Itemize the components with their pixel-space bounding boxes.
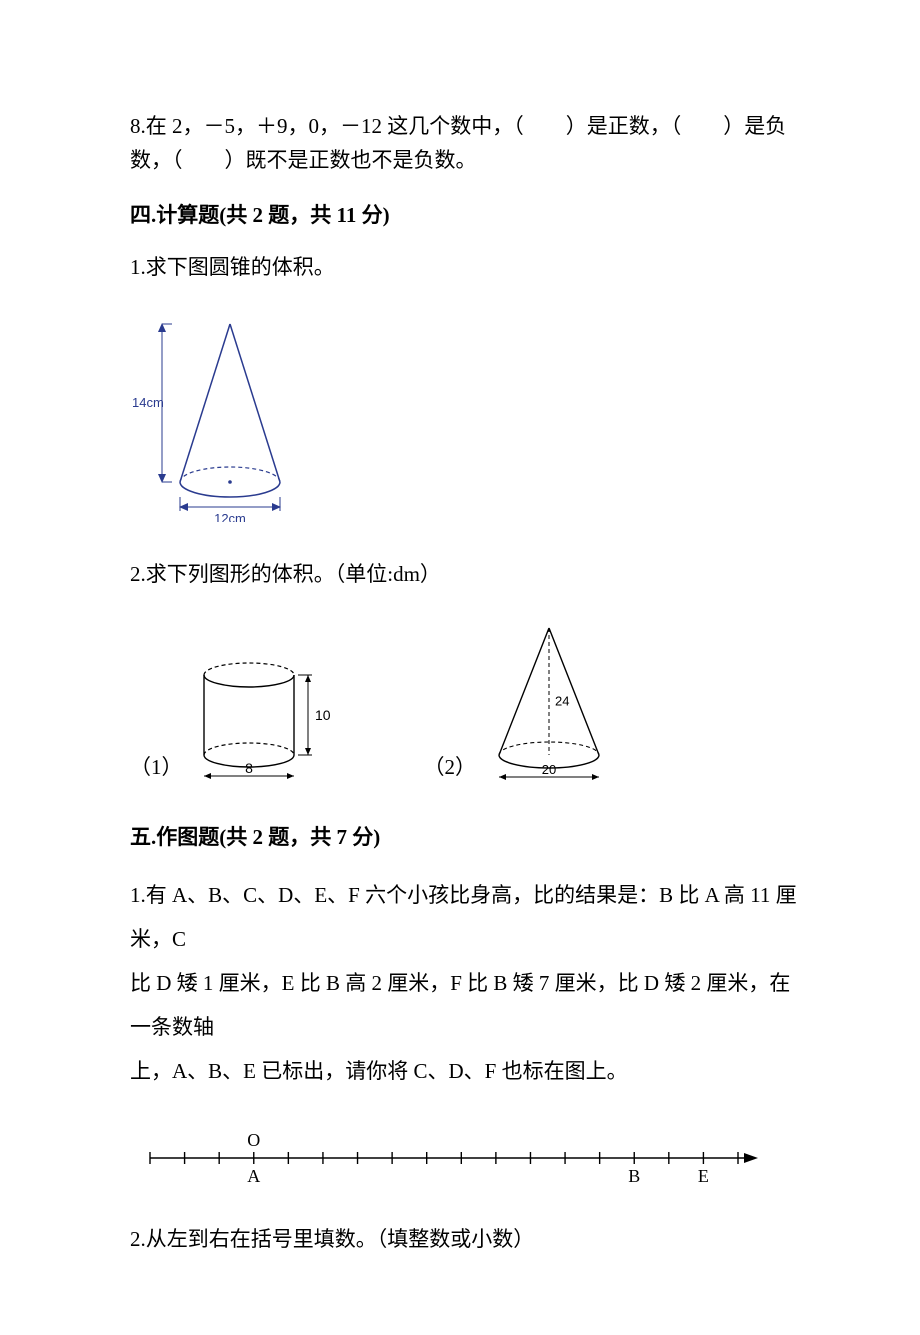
sec4-q2: 2.求下列图形的体积。（单位:dm） — [130, 558, 800, 592]
svg-text:14cm: 14cm — [132, 395, 164, 410]
numberline-svg: OA B E — [130, 1123, 770, 1193]
question-8: 8.在 2，－5，＋9，0，－12 这几个数中，（ ）是正数，（ ）是负数，（ … — [130, 110, 800, 177]
cone-svg: 14cm 12cm — [130, 312, 300, 522]
section-5-heading: 五.作图题(共 2 题，共 7 分) — [130, 821, 800, 855]
cone2-svg: 24 20 — [482, 620, 617, 785]
svg-text:A: A — [247, 1166, 260, 1186]
svg-text:O: O — [247, 1130, 260, 1150]
sec5-q1-l1: 1.有 A、B、C、D、E、F 六个小孩比身高，比的结果是：B 比 A 高 11… — [130, 883, 797, 951]
figure-1-label: （1） — [130, 751, 183, 785]
svg-text:24: 24 — [555, 693, 569, 708]
cylinder-svg: 10 8 — [189, 655, 344, 785]
sec5-q1-l2: 比 D 矮 1 厘米，E 比 B 高 2 厘米，F 比 B 矮 7 厘米，比 D… — [130, 971, 790, 1039]
sec5-q1: 1.有 A、B、C、D、E、F 六个小孩比身高，比的结果是：B 比 A 高 11… — [130, 873, 800, 1093]
svg-text:8: 8 — [245, 760, 253, 776]
svg-text:E: E — [698, 1166, 709, 1186]
svg-text:B: B — [628, 1166, 640, 1186]
q8-suffix: ）既不是正数也不是负数。 — [225, 148, 477, 172]
q8-blank-1 — [524, 110, 566, 144]
cone-figure-1: 14cm 12cm — [130, 312, 800, 522]
number-line-figure: OA B E — [130, 1123, 800, 1193]
sec5-q2: 2.从左到右在括号里填数。（填整数或小数） — [130, 1223, 800, 1257]
sec5-q1-l3: 上，A、B、E 已标出，请你将 C、D、F 也标在图上。 — [130, 1059, 628, 1083]
sec4-q1: 1.求下图圆锥的体积。 — [130, 251, 800, 285]
section-4-heading: 四.计算题(共 2 题，共 11 分) — [130, 199, 800, 233]
figure-row: （1） 10 8 （2） 24 20 — [130, 620, 800, 785]
svg-text:10: 10 — [315, 707, 331, 723]
q8-prefix: 8.在 2，－5，＋9，0，－12 这几个数中，（ — [130, 114, 524, 138]
figure-1-group: （1） 10 8 — [130, 655, 344, 785]
figure-2-label: （2） — [424, 751, 477, 785]
svg-text:12cm: 12cm — [214, 511, 246, 522]
q8-mid1: ）是正数，（ — [566, 114, 682, 138]
figure-2-group: （2） 24 20 — [424, 620, 618, 785]
q8-blank-2 — [681, 110, 723, 144]
svg-text:20: 20 — [542, 762, 556, 777]
q8-blank-3 — [183, 144, 225, 178]
